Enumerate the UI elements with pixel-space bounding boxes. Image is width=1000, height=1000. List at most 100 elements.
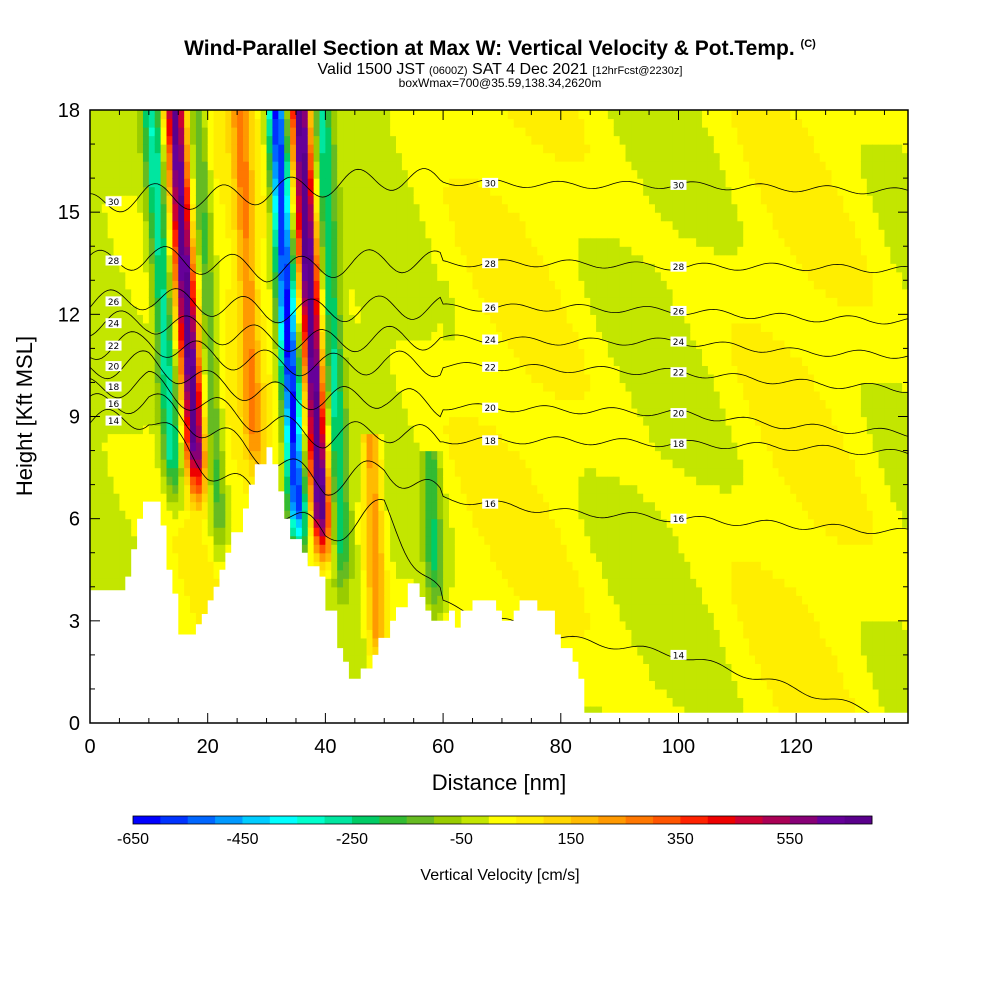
velocity-cell <box>396 348 403 358</box>
velocity-cell <box>225 348 232 358</box>
velocity-cell <box>190 288 197 298</box>
velocity-cell <box>478 297 485 307</box>
velocity-cell <box>119 407 126 418</box>
velocity-cell <box>90 356 97 367</box>
velocity-cell <box>148 237 156 247</box>
velocity-cell <box>131 271 138 281</box>
velocity-cell <box>484 195 491 205</box>
velocity-cell <box>484 578 491 588</box>
velocity-cell <box>95 297 103 307</box>
velocity-cell <box>460 152 468 162</box>
velocity-cell <box>343 373 350 384</box>
velocity-cell <box>131 331 138 341</box>
velocity-cell <box>131 373 138 384</box>
velocity-cell <box>396 365 403 375</box>
velocity-cell <box>160 356 168 367</box>
velocity-cell <box>272 246 279 256</box>
velocity-cell <box>443 382 450 392</box>
velocity-cell <box>419 271 427 281</box>
velocity-cell <box>125 416 132 426</box>
velocity-cell <box>290 212 297 222</box>
velocity-cell <box>184 484 191 494</box>
velocity-cell <box>195 561 203 571</box>
velocity-cell <box>284 382 291 392</box>
velocity-cell <box>354 476 362 486</box>
velocity-cell <box>301 169 309 179</box>
velocity-cell <box>354 280 362 290</box>
velocity-cell <box>431 339 438 349</box>
velocity-cell <box>137 178 144 188</box>
velocity-cell <box>184 467 191 477</box>
velocity-cell <box>95 561 103 571</box>
velocity-cell <box>378 373 385 384</box>
velocity-cell <box>343 493 350 503</box>
velocity-cell <box>378 612 385 622</box>
velocity-cell <box>437 595 444 605</box>
velocity-cell <box>407 518 415 528</box>
velocity-cell <box>184 603 191 613</box>
velocity-cell <box>101 518 109 528</box>
velocity-cell <box>195 339 203 349</box>
velocity-cell <box>231 339 238 349</box>
velocity-cell <box>160 110 168 120</box>
velocity-cell <box>484 110 491 120</box>
velocity-cell <box>372 433 379 443</box>
velocity-cell <box>331 552 338 562</box>
velocity-cell <box>95 339 103 349</box>
velocity-cell <box>107 493 115 503</box>
velocity-cell <box>325 382 332 392</box>
velocity-cell <box>484 118 491 128</box>
velocity-cell <box>413 186 421 196</box>
velocity-cell <box>248 459 256 469</box>
velocity-cell <box>431 578 438 588</box>
velocity-cell <box>290 527 297 537</box>
velocity-cell <box>313 161 321 171</box>
velocity-cell <box>107 407 115 418</box>
velocity-cell <box>319 305 326 315</box>
velocity-cell <box>213 305 221 315</box>
velocity-cell <box>360 663 368 673</box>
velocity-cell <box>184 212 191 222</box>
velocity-cell <box>448 263 456 273</box>
velocity-cell <box>443 110 450 120</box>
velocity-cell <box>154 305 162 315</box>
velocity-cell <box>290 518 297 528</box>
velocity-cell <box>319 152 326 162</box>
velocity-cell <box>272 169 279 179</box>
velocity-cell <box>454 382 462 392</box>
velocity-cell <box>401 527 409 537</box>
velocity-cell <box>125 382 132 392</box>
velocity-cell <box>331 203 338 213</box>
velocity-cell <box>437 331 444 341</box>
velocity-cell <box>137 161 144 171</box>
velocity-cell <box>201 271 209 281</box>
velocity-cell <box>243 459 250 469</box>
velocity-cell <box>384 416 391 426</box>
velocity-cell <box>472 127 479 137</box>
velocity-cell <box>201 348 209 358</box>
velocity-cell <box>284 110 291 120</box>
velocity-cell <box>407 510 415 520</box>
velocity-cell <box>207 518 215 528</box>
velocity-cell <box>107 169 115 179</box>
velocity-cell <box>437 169 444 179</box>
velocity-cell <box>207 433 215 443</box>
velocity-cell <box>201 603 209 613</box>
velocity-cell <box>360 399 368 409</box>
velocity-cell <box>178 493 185 503</box>
velocity-cell <box>460 314 468 324</box>
velocity-cell <box>295 195 303 205</box>
velocity-cell <box>90 212 97 222</box>
velocity-cell <box>248 169 256 179</box>
velocity-cell <box>313 288 321 298</box>
velocity-cell <box>390 450 397 460</box>
velocity-cell <box>284 246 291 256</box>
velocity-cell <box>184 620 191 630</box>
velocity-cell <box>443 467 450 477</box>
velocity-cell <box>337 305 344 315</box>
velocity-cell <box>190 237 197 247</box>
velocity-cell <box>348 348 356 358</box>
velocity-cell <box>142 237 150 247</box>
velocity-cell <box>472 220 479 230</box>
velocity-cell <box>284 484 291 494</box>
